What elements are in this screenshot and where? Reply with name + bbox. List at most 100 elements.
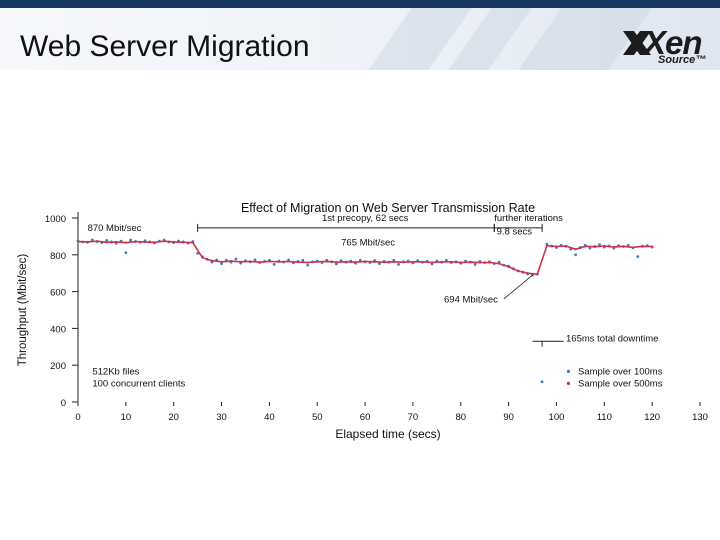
data-point xyxy=(115,240,118,244)
data-point xyxy=(564,244,568,248)
slide-header: Web Server Migration Xen Source™ xyxy=(0,8,720,70)
data-point xyxy=(488,261,491,264)
logo-x-mark-icon xyxy=(623,31,651,55)
data-point xyxy=(545,244,548,247)
axes: 0 200 400 600 800 1000 0 10 20 30 40 50 60 70 80 90 100 1… xyxy=(45,212,708,423)
data-point xyxy=(191,241,194,244)
data-point xyxy=(383,261,386,264)
data-point xyxy=(334,262,338,266)
y-tick-label: 1000 xyxy=(45,214,66,225)
annotation-label: 165ms total downtime xyxy=(566,334,658,345)
data-point xyxy=(344,260,348,263)
data-point xyxy=(287,260,290,263)
x-tick-label: 100 xyxy=(549,412,565,423)
series-500ms xyxy=(76,240,654,276)
data-point xyxy=(277,260,281,263)
data-point xyxy=(220,260,223,263)
data-point xyxy=(373,260,376,263)
data-point xyxy=(636,255,640,259)
data-point xyxy=(392,260,395,263)
data-point xyxy=(220,262,223,266)
data-point xyxy=(603,244,606,248)
data-point xyxy=(86,240,89,244)
data-point xyxy=(182,241,185,244)
data-point xyxy=(96,240,99,243)
slide-title: Web Server Migration xyxy=(20,30,310,63)
data-point xyxy=(526,272,529,275)
x-tick-label: 80 xyxy=(455,412,466,423)
data-point xyxy=(598,243,601,247)
x-tick-label: 50 xyxy=(312,412,323,423)
data-point xyxy=(469,261,472,264)
data-point xyxy=(230,259,233,263)
data-point xyxy=(497,262,501,265)
x-tick-label: 110 xyxy=(597,412,612,423)
y-axis-label: Throughput (Mbit/sec) xyxy=(17,254,29,367)
legend-marker xyxy=(566,369,571,373)
data-point xyxy=(411,260,415,263)
x-tick-label: 60 xyxy=(360,412,371,423)
top-accent-bar xyxy=(0,0,720,8)
data-point xyxy=(316,260,319,263)
data-point xyxy=(555,245,558,248)
data-point xyxy=(651,245,654,248)
data-point xyxy=(588,246,592,250)
data-point xyxy=(325,260,328,263)
data-point xyxy=(268,260,271,263)
data-point xyxy=(450,260,453,263)
data-point xyxy=(473,262,477,266)
data-point xyxy=(335,261,338,264)
data-point xyxy=(440,260,443,263)
data-point xyxy=(306,261,309,264)
data-point xyxy=(210,259,214,262)
data-point xyxy=(239,260,242,263)
logo-word: Xen xyxy=(644,24,703,61)
data-point xyxy=(397,262,400,266)
annotation-label: 1st precopy, 62 secs xyxy=(322,213,409,224)
data-point xyxy=(163,240,166,243)
x-axis-label: Elapsed time (secs) xyxy=(335,427,440,441)
x-tick-label: 130 xyxy=(692,412,708,423)
annotation-label: 870 Mbit/sec xyxy=(88,223,142,234)
data-point xyxy=(641,245,644,248)
data-point xyxy=(421,260,424,263)
x-tick-label: 40 xyxy=(264,412,275,423)
x-tick-label: 90 xyxy=(503,412,514,423)
y-tick-label: 400 xyxy=(50,324,66,335)
chart-title: Effect of Migration on Web Server Transm… xyxy=(241,201,535,215)
data-point xyxy=(105,241,108,244)
data-point xyxy=(301,258,305,262)
data-point xyxy=(378,262,381,266)
data-point xyxy=(105,239,109,242)
y-tick-label: 200 xyxy=(50,361,66,372)
data-point xyxy=(574,248,577,251)
data-point xyxy=(402,261,405,264)
data-point xyxy=(143,240,147,244)
data-point xyxy=(478,261,482,264)
data-point xyxy=(253,258,257,262)
data-point xyxy=(459,261,462,264)
data-point xyxy=(430,261,434,264)
data-point xyxy=(201,256,204,259)
annotation-label: 694 Mbit/sec xyxy=(444,295,498,306)
data-point xyxy=(363,260,367,263)
plot-area xyxy=(76,238,654,384)
data-point xyxy=(234,257,238,261)
data-point xyxy=(517,269,520,273)
data-point xyxy=(507,265,510,268)
migration-chart: Effect of Migration on Web Server Transm… xyxy=(17,201,708,441)
data-point xyxy=(574,253,577,257)
y-tick-label: 600 xyxy=(50,288,66,299)
y-tick-label: 800 xyxy=(50,251,66,262)
data-point xyxy=(584,245,587,248)
legend-label: Sample over 100ms xyxy=(578,366,663,377)
x-tick-label: 120 xyxy=(644,412,660,423)
data-point xyxy=(593,245,596,248)
data-point xyxy=(612,245,615,249)
logo-sub: Source™ xyxy=(658,54,707,66)
data-point xyxy=(124,251,128,254)
xensource-logo: Xen Source™ xyxy=(620,24,712,70)
data-point xyxy=(76,240,80,243)
data-point xyxy=(626,243,630,247)
annotation-label: 100 concurrent clients xyxy=(92,378,185,389)
